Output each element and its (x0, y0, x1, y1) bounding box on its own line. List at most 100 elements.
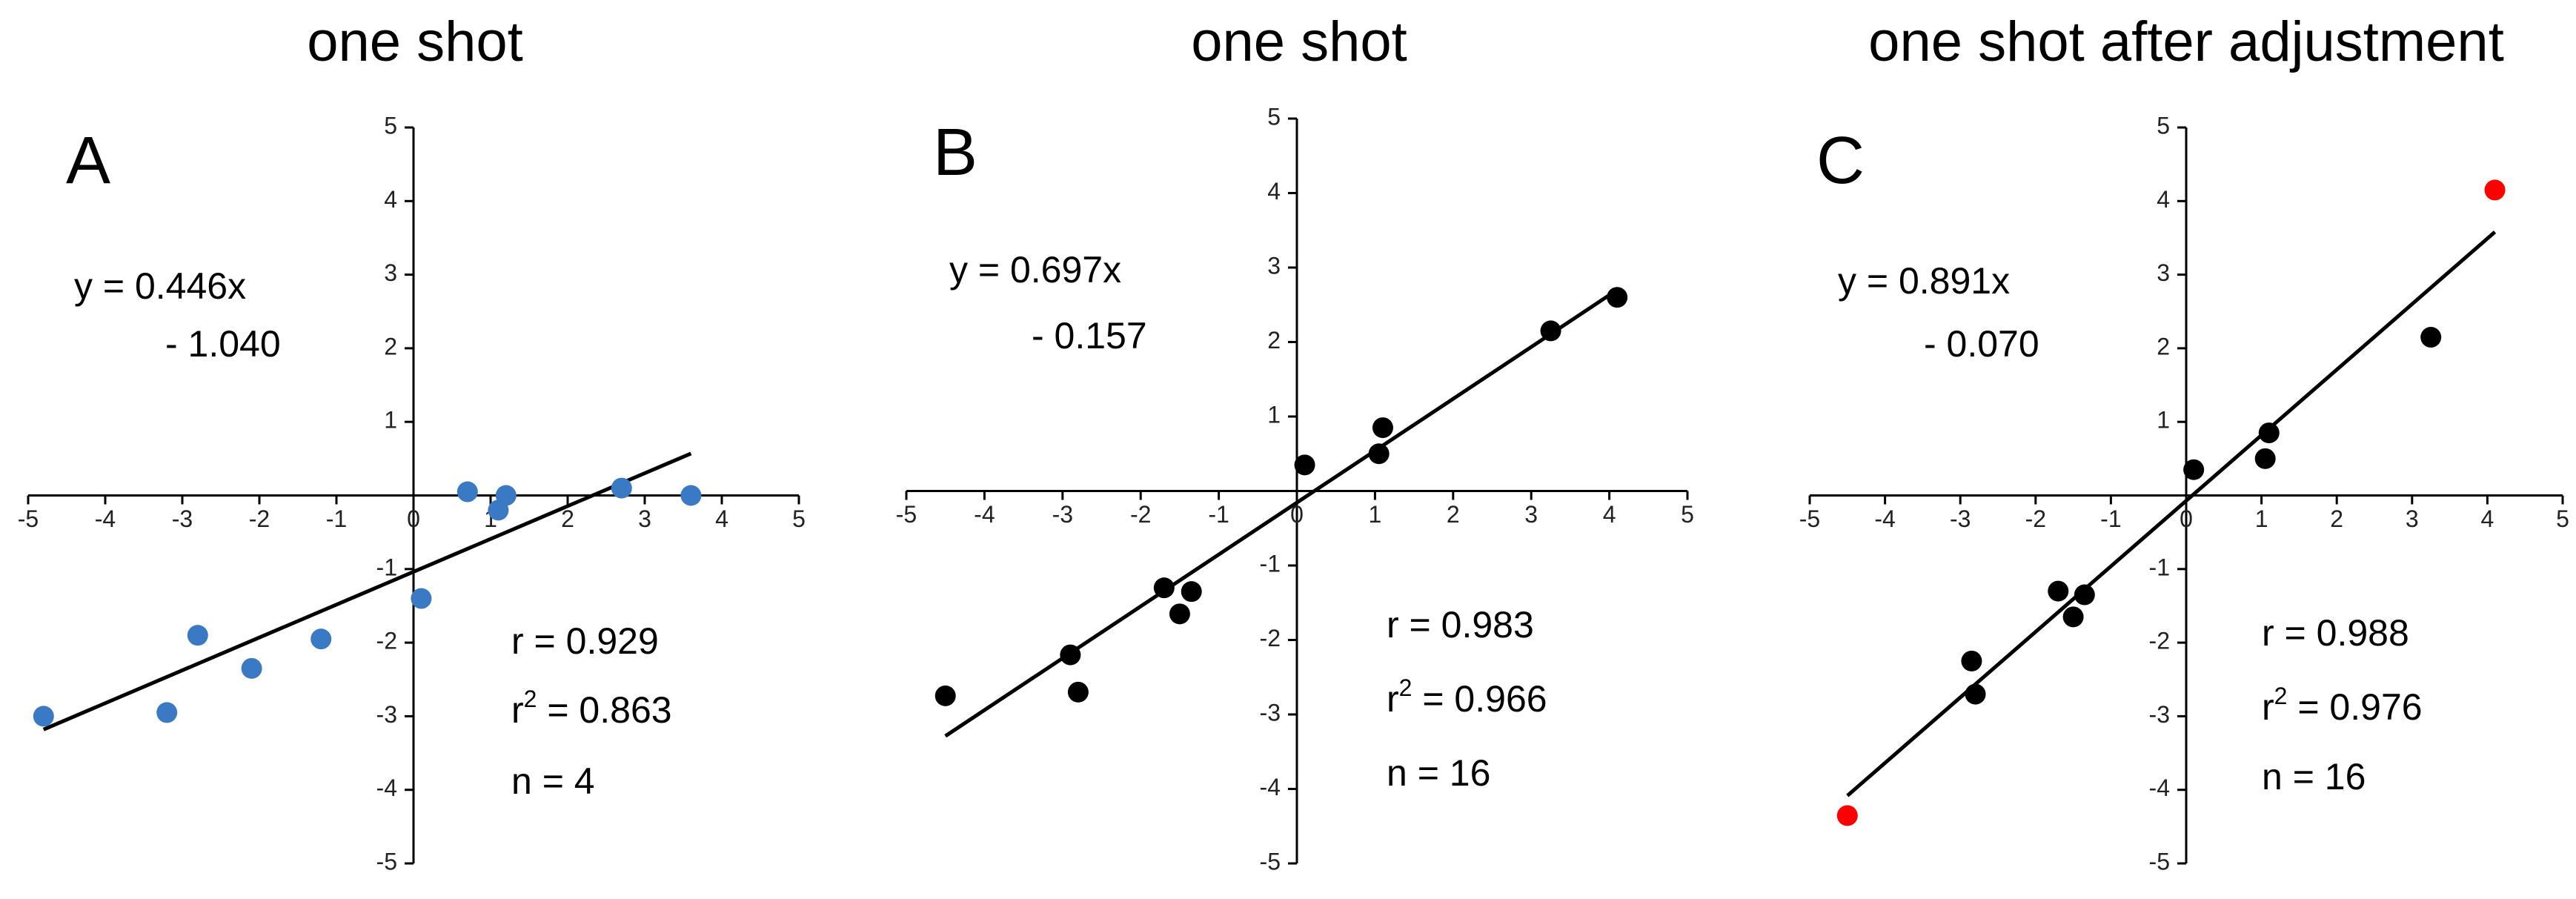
y-tick-label: 1 (2157, 407, 2170, 434)
point (1169, 603, 1190, 625)
point (33, 706, 54, 727)
x-tick-label: -5 (18, 505, 39, 532)
r2-base: r (2262, 686, 2274, 728)
point (1372, 417, 1393, 439)
y-tick-label: 4 (1267, 178, 1281, 205)
x-tick-label: -4 (974, 501, 995, 528)
equation: - 0.157 (1032, 315, 1147, 356)
point (2048, 580, 2069, 602)
point (1181, 581, 1202, 603)
y-tick-label: 2 (384, 333, 397, 359)
x-tick-label: 0 (2180, 505, 2193, 532)
point (311, 628, 332, 650)
point (495, 485, 517, 506)
y-tick-label: -3 (2149, 701, 2170, 728)
y-tick-label: 1 (1267, 401, 1281, 428)
x-tick-label: 4 (2481, 505, 2494, 532)
y-tick-label: 5 (1267, 103, 1281, 130)
y-tick-label: 2 (1267, 327, 1281, 354)
x-tick-label: 2 (1447, 501, 1460, 528)
x-tick-label: 3 (1524, 501, 1538, 528)
r2-rest: = 0.863 (537, 689, 671, 731)
point (2420, 327, 2442, 348)
point (2074, 584, 2095, 606)
x-tick-label: -3 (1052, 501, 1073, 528)
stat-r2: r2 = 0.966 (1387, 674, 1547, 720)
point (1294, 454, 1315, 476)
r2-rest: = 0.966 (1412, 678, 1547, 720)
chart-title: one shot after adjustment (1868, 10, 2504, 73)
point (241, 657, 262, 679)
y-tick-label: -3 (376, 701, 397, 728)
stat-r2: r2 = 0.863 (511, 686, 672, 731)
x-tick-label: -2 (249, 505, 270, 532)
y-tick-label: -5 (1260, 848, 1281, 875)
equation: y = 0.446x (74, 265, 246, 307)
y-tick-label: 4 (2157, 186, 2170, 213)
x-tick-label: 0 (1290, 501, 1304, 528)
y-tick-label: -2 (376, 628, 397, 654)
x-tick-label: 3 (2406, 505, 2419, 532)
y-tick-label: 1 (384, 407, 397, 434)
point (611, 477, 632, 499)
x-tick-label: 4 (715, 505, 728, 532)
y-tick-label: -3 (1260, 699, 1281, 726)
x-tick-label: -4 (1874, 505, 1895, 532)
chart-title: one shot (307, 10, 523, 73)
point (2484, 179, 2506, 201)
stat-r: r = 0.988 (2262, 612, 2409, 654)
panel-letter: B (933, 116, 977, 190)
equation: - 0.070 (1924, 323, 2039, 365)
stat-r2: r2 = 0.976 (2262, 683, 2423, 728)
panel-letter: C (1816, 124, 1865, 198)
panel-letter: A (66, 124, 110, 198)
x-tick-label: 5 (2556, 505, 2569, 532)
r2-rest: = 0.976 (2287, 686, 2422, 728)
x-tick-label: -1 (1208, 501, 1229, 528)
point (411, 588, 432, 609)
x-tick-label: -4 (95, 505, 116, 532)
point (1067, 681, 1089, 703)
x-tick-label: -2 (2025, 505, 2046, 532)
point (1368, 443, 1390, 465)
x-tick-label: -2 (1130, 501, 1151, 528)
point (2254, 448, 2276, 469)
r2-base: r (511, 689, 524, 731)
point (935, 685, 956, 706)
point (187, 625, 208, 646)
y-tick-label: -4 (1260, 774, 1281, 800)
point (1607, 287, 1628, 308)
point (1153, 577, 1175, 599)
x-tick-label: -1 (326, 505, 347, 532)
x-tick-label: -1 (2100, 505, 2121, 532)
y-tick-label: -5 (2149, 848, 2170, 875)
x-tick-label: -3 (172, 505, 193, 532)
r2-sup: 2 (524, 686, 537, 712)
r2-sup: 2 (1399, 674, 1413, 701)
point (457, 481, 478, 502)
point (1836, 805, 1858, 826)
x-tick-label: 0 (407, 505, 420, 532)
point (680, 485, 702, 506)
y-tick-label: -2 (1260, 625, 1281, 651)
y-tick-label: 5 (384, 112, 397, 139)
y-tick-label: -4 (2149, 774, 2170, 801)
y-tick-label: 3 (384, 259, 397, 286)
stat-r: r = 0.983 (1387, 604, 1534, 646)
x-tick-label: -5 (1799, 505, 1820, 532)
y-tick-label: -1 (2149, 554, 2170, 580)
y-tick-label: -2 (2149, 628, 2170, 654)
y-tick-label: 5 (2157, 112, 2170, 139)
equation: y = 0.891x (1838, 260, 2010, 302)
point (2183, 459, 2205, 480)
point (2062, 606, 2084, 628)
y-tick-label: -4 (376, 774, 397, 801)
x-tick-label: -3 (1950, 505, 1971, 532)
y-tick-label: 3 (1267, 252, 1281, 279)
x-tick-label: 2 (561, 505, 574, 532)
x-tick-label: 5 (1681, 501, 1694, 528)
y-tick-label: 3 (2157, 259, 2170, 286)
chart-title: one shot (1191, 10, 1407, 73)
x-tick-label: 3 (638, 505, 651, 532)
equation: y = 0.697x (949, 249, 1121, 291)
